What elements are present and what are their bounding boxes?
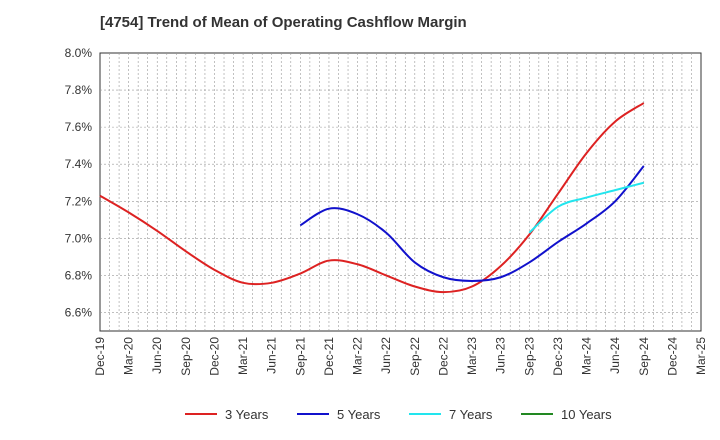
x-tick-label: Jun-24 — [608, 337, 622, 374]
x-tick-label: Jun-22 — [379, 337, 393, 374]
legend: 3 Years 5 Years 7 Years 10 Years — [185, 407, 612, 422]
series-line-7-years — [528, 181, 645, 234]
x-tick-label: Mar-25 — [694, 337, 708, 375]
series-lines — [99, 102, 645, 294]
legend-label: 10 Years — [561, 407, 612, 422]
x-tick-label: Mar-21 — [236, 337, 250, 375]
x-tick-label: Dec-19 — [93, 337, 107, 376]
y-tick-label: 7.8% — [65, 83, 93, 97]
x-tick-label: Mar-20 — [122, 337, 136, 375]
legend-label: 7 Years — [449, 407, 493, 422]
grid — [100, 53, 701, 331]
y-axis-ticks: 6.6% 6.8% 7.0% 7.2% 7.4% 7.6% 7.8% 8.0% — [65, 46, 93, 319]
chart-title: [4754] Trend of Mean of Operating Cashfl… — [100, 14, 467, 31]
x-tick-label: Jun-21 — [265, 337, 279, 374]
series-line-3-years — [99, 102, 645, 294]
x-tick-label: Sep-20 — [179, 337, 193, 376]
y-tick-label: 8.0% — [65, 46, 93, 60]
x-axis-ticks: Dec-19 Mar-20 Jun-20 Sep-20 Dec-20 Mar-21 Jun-… — [93, 337, 708, 376]
x-tick-label: Sep-24 — [637, 337, 651, 376]
plot-area — [99, 52, 702, 332]
x-tick-label: Dec-23 — [551, 337, 565, 376]
x-tick-label: Mar-23 — [465, 337, 479, 375]
x-tick-label: Jun-20 — [150, 337, 164, 374]
x-tick-label: Mar-24 — [580, 337, 594, 375]
x-tick-label: Dec-20 — [207, 337, 221, 376]
y-tick-label: 7.6% — [65, 120, 93, 134]
series-line-5-years — [299, 165, 645, 282]
x-tick-label: Dec-21 — [322, 337, 336, 376]
x-tick-label: Jun-23 — [494, 337, 508, 374]
y-tick-label: 7.4% — [65, 157, 93, 171]
y-tick-label: 6.6% — [65, 305, 93, 319]
x-tick-label: Mar-22 — [351, 337, 365, 375]
x-tick-label: Dec-24 — [665, 337, 679, 376]
legend-label: 5 Years — [337, 407, 381, 422]
y-tick-label: 7.2% — [65, 194, 93, 208]
x-tick-label: Dec-22 — [436, 337, 450, 376]
y-tick-label: 6.8% — [65, 268, 93, 282]
y-tick-label: 7.0% — [65, 231, 93, 245]
legend-label: 3 Years — [225, 407, 269, 422]
x-tick-label: Sep-22 — [408, 337, 422, 376]
x-tick-label: Sep-23 — [522, 337, 536, 376]
x-tick-label: Sep-21 — [293, 337, 307, 376]
